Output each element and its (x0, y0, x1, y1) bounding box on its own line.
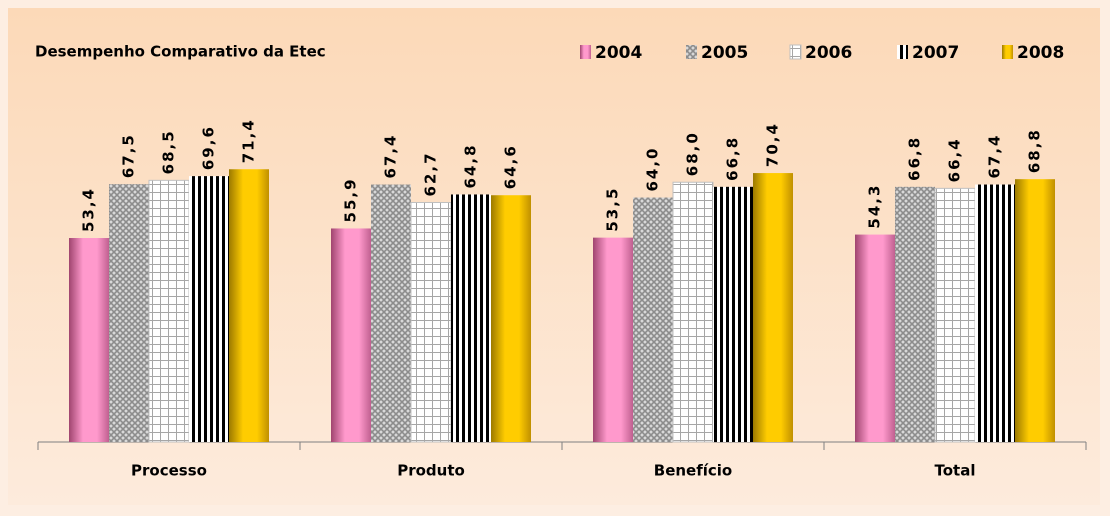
legend-swatch (897, 45, 908, 59)
legend-swatch (789, 44, 802, 60)
bar (410, 201, 452, 443)
bar (934, 187, 976, 443)
legend-label: 2008 (1017, 43, 1064, 63)
bar (855, 234, 895, 442)
data-label: 68,8 (1026, 128, 1044, 173)
legend-swatch (1002, 45, 1013, 59)
bar (109, 184, 149, 442)
data-label: 64,8 (462, 143, 480, 188)
x-tick-label: Produto (397, 462, 465, 480)
data-label: 70,4 (764, 122, 782, 167)
data-label: 55,9 (342, 177, 360, 222)
data-label: 68,5 (160, 129, 178, 174)
bar (672, 181, 714, 443)
data-label: 53,4 (80, 187, 98, 232)
legend-label: 2007 (912, 43, 959, 63)
bar (895, 186, 935, 442)
bar (491, 195, 531, 442)
bar (189, 176, 229, 443)
data-label: 67,4 (986, 134, 1004, 179)
data-label: 64,0 (644, 147, 662, 192)
x-tick-label: Benefício (654, 462, 732, 480)
bar (1015, 179, 1055, 442)
bar (593, 237, 633, 442)
bar (713, 186, 753, 442)
bar (331, 228, 371, 442)
chart-title: Desempenho Comparativo da Etec (35, 43, 326, 61)
legend-label: 2005 (701, 43, 748, 63)
data-label: 67,5 (120, 133, 138, 178)
bar (633, 197, 673, 442)
data-label: 54,3 (866, 184, 884, 229)
bar (69, 238, 109, 442)
data-label: 67,4 (382, 134, 400, 179)
data-label: 66,4 (946, 137, 964, 182)
data-label: 62,7 (422, 151, 440, 196)
data-label: 68,0 (684, 131, 702, 176)
bar (975, 184, 1015, 443)
legend-label: 2004 (595, 43, 642, 63)
x-tick-label: Total (935, 462, 976, 480)
bar (371, 184, 411, 443)
legend-swatch (580, 45, 591, 59)
legend-label: 2006 (805, 43, 852, 63)
bar (753, 173, 793, 442)
data-label: 64,6 (502, 144, 520, 189)
x-tick-label: Processo (131, 462, 207, 480)
bar (451, 194, 491, 442)
data-label: 71,4 (240, 118, 258, 163)
data-label: 69,6 (200, 125, 218, 170)
bar (229, 169, 269, 442)
data-label: 66,8 (724, 136, 742, 181)
data-label: 53,5 (604, 187, 622, 232)
data-label: 66,8 (906, 136, 924, 181)
legend-swatch (686, 45, 697, 59)
bar (148, 179, 190, 443)
